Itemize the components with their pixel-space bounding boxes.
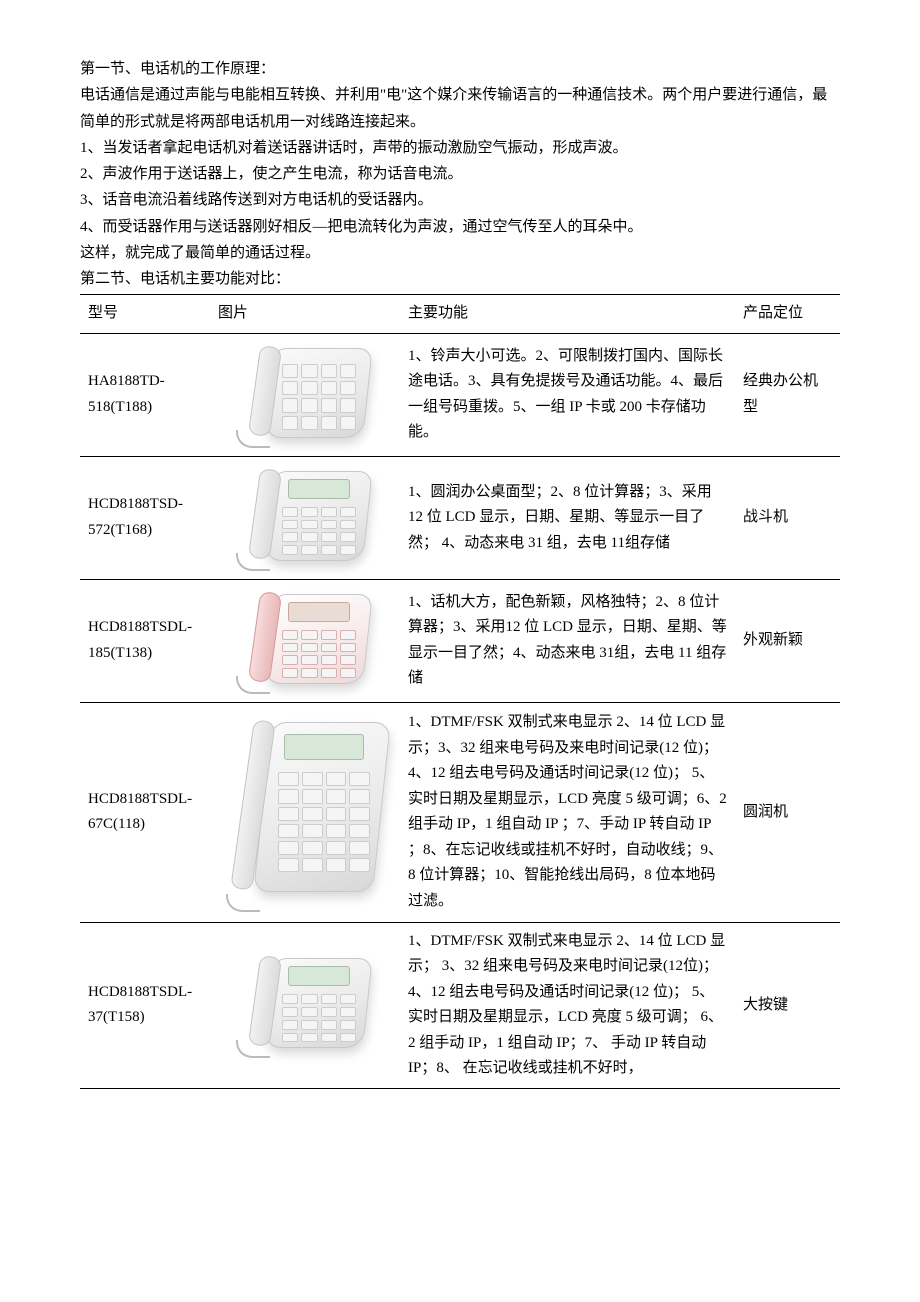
cell-pos: 大按键 (735, 922, 840, 1088)
cell-pos: 外观新颖 (735, 579, 840, 702)
intro-item-4: 4、而受话器作用与送话器刚好相反—把电流转化为声波，通过空气传至人的耳朵中。 (80, 214, 840, 240)
cell-image (210, 702, 400, 922)
phone-illustration (230, 586, 380, 696)
phone-illustration (230, 340, 380, 450)
intro-item-3: 3、话音电流沿着线路传送到对方电话机的受话器内。 (80, 187, 840, 213)
phone-illustration (230, 950, 380, 1060)
cell-model: HCD8188TSD-572(T168) (80, 456, 210, 579)
intro-item-1: 1、当发话者拿起电话机对着送话器讲话时，声带的振动激励空气振动，形成声波。 (80, 135, 840, 161)
cell-image (210, 456, 400, 579)
header-model: 型号 (80, 295, 210, 334)
cell-model: HCD8188TSDL-37(T158) (80, 922, 210, 1088)
cell-pos: 经典办公机型 (735, 333, 840, 456)
table-row: HCD8188TSDL-67C(118) 1、DTMF/FSK 双制式来电显示 … (80, 702, 840, 922)
table-row: HCD8188TSDL-185(T138) 1、话机大方，配色新颖，风格独特；2… (80, 579, 840, 702)
cell-image (210, 333, 400, 456)
intro-paragraph-2: 这样，就完成了最简单的通话过程。 (80, 240, 840, 266)
cell-func: 1、DTMF/FSK 双制式来电显示 2、14 位 LCD 显示； 3、32 组… (400, 922, 735, 1088)
table-row: HCD8188TSDL-37(T158) 1、DTMF/FSK 双制式来电显示 … (80, 922, 840, 1088)
intro-paragraph-1: 电话通信是通过声能与电能相互转换、并利用"电"这个媒介来传输语言的一种通信技术。… (80, 82, 840, 135)
cell-model: HA8188TD-518(T188) (80, 333, 210, 456)
section1-title: 第一节、电话机的工作原理： (80, 56, 840, 82)
table-header-row: 型号 图片 主要功能 产品定位 (80, 295, 840, 334)
table-row: HCD8188TSD-572(T168) 1、圆润办公桌面型；2、8 位计算器；… (80, 456, 840, 579)
cell-model: HCD8188TSDL-67C(118) (80, 702, 210, 922)
cell-image (210, 922, 400, 1088)
section2-title: 第二节、电话机主要功能对比： (80, 266, 840, 292)
phone-illustration (220, 712, 390, 912)
header-pos: 产品定位 (735, 295, 840, 334)
intro-item-2: 2、声波作用于送话器上，使之产生电流，称为话音电流。 (80, 161, 840, 187)
cell-image (210, 579, 400, 702)
cell-func: 1、圆润办公桌面型；2、8 位计算器；3、采用 12 位 LCD 显示，日期、星… (400, 456, 735, 579)
cell-func: 1、DTMF/FSK 双制式来电显示 2、14 位 LCD 显示；3、32 组来… (400, 702, 735, 922)
cell-pos: 圆润机 (735, 702, 840, 922)
cell-func: 1、话机大方，配色新颖，风格独特；2、8 位计算器；3、采用12 位 LCD 显… (400, 579, 735, 702)
header-image: 图片 (210, 295, 400, 334)
header-func: 主要功能 (400, 295, 735, 334)
cell-model: HCD8188TSDL-185(T138) (80, 579, 210, 702)
table-row: HA8188TD-518(T188) 1、铃声大小可选。2、可限制拨打国内、国际… (80, 333, 840, 456)
comparison-table: 型号 图片 主要功能 产品定位 HA8188TD-518(T188) 1、铃声大… (80, 294, 840, 1089)
cell-func: 1、铃声大小可选。2、可限制拨打国内、国际长途电话。3、具有免提拨号及通话功能。… (400, 333, 735, 456)
phone-illustration (230, 463, 380, 573)
cell-pos: 战斗机 (735, 456, 840, 579)
